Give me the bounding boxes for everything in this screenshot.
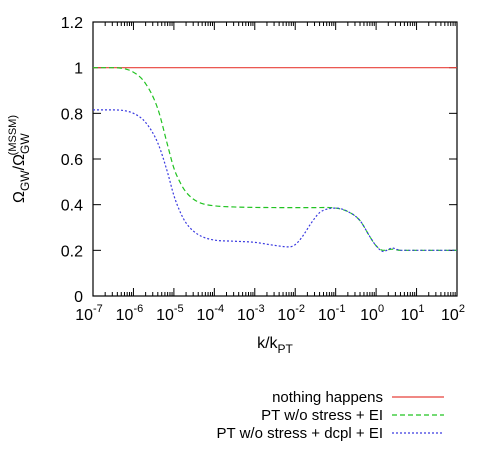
y-tick-label: 0.4 — [61, 198, 83, 215]
legend-label-1: nothing happens — [272, 389, 383, 406]
ticks-group — [92, 21, 458, 297]
y-tick-label: 1.2 — [61, 15, 83, 32]
x-tick-label: 102 — [441, 303, 465, 324]
y-axis-label: ΩGW/ΩGW(MSSM) — [7, 115, 32, 203]
legend-label-3: PT w/o stress + dcpl + EI — [217, 425, 383, 442]
series-line-3 — [92, 109, 457, 253]
y-tick-label: 0.6 — [61, 152, 83, 169]
y-tick-label: 1 — [74, 61, 83, 78]
x-tick-label: 10-7 — [75, 303, 103, 324]
x-tick-label: 100 — [360, 303, 384, 324]
series-line-2 — [93, 67, 457, 251]
x-tick-label: 10-3 — [237, 303, 265, 324]
x-tick-label: 10-6 — [116, 303, 144, 324]
y-tick-label: 0 — [74, 289, 83, 306]
x-tick-label: 101 — [401, 303, 425, 324]
x-axis-label: k/kPT — [257, 335, 293, 356]
x-tick-label: 10-2 — [277, 303, 305, 324]
x-tick-label: 10-1 — [318, 303, 346, 324]
series-lines-group — [92, 67, 457, 253]
tick-labels-group: 0 0.2 0.4 0.6 0.8 1 1.2 10-7 10-6 10-5 10-4 10-3 10-… — [61, 15, 465, 324]
legend-label-2: PT w/o stress + EI — [261, 407, 383, 424]
y-tick-label: 0.8 — [61, 106, 83, 123]
x-tick-label: 10-4 — [197, 303, 225, 324]
x-tick-label: 10-5 — [156, 303, 184, 324]
y-tick-label: 0.2 — [61, 243, 83, 260]
plot-frame — [92, 21, 458, 297]
